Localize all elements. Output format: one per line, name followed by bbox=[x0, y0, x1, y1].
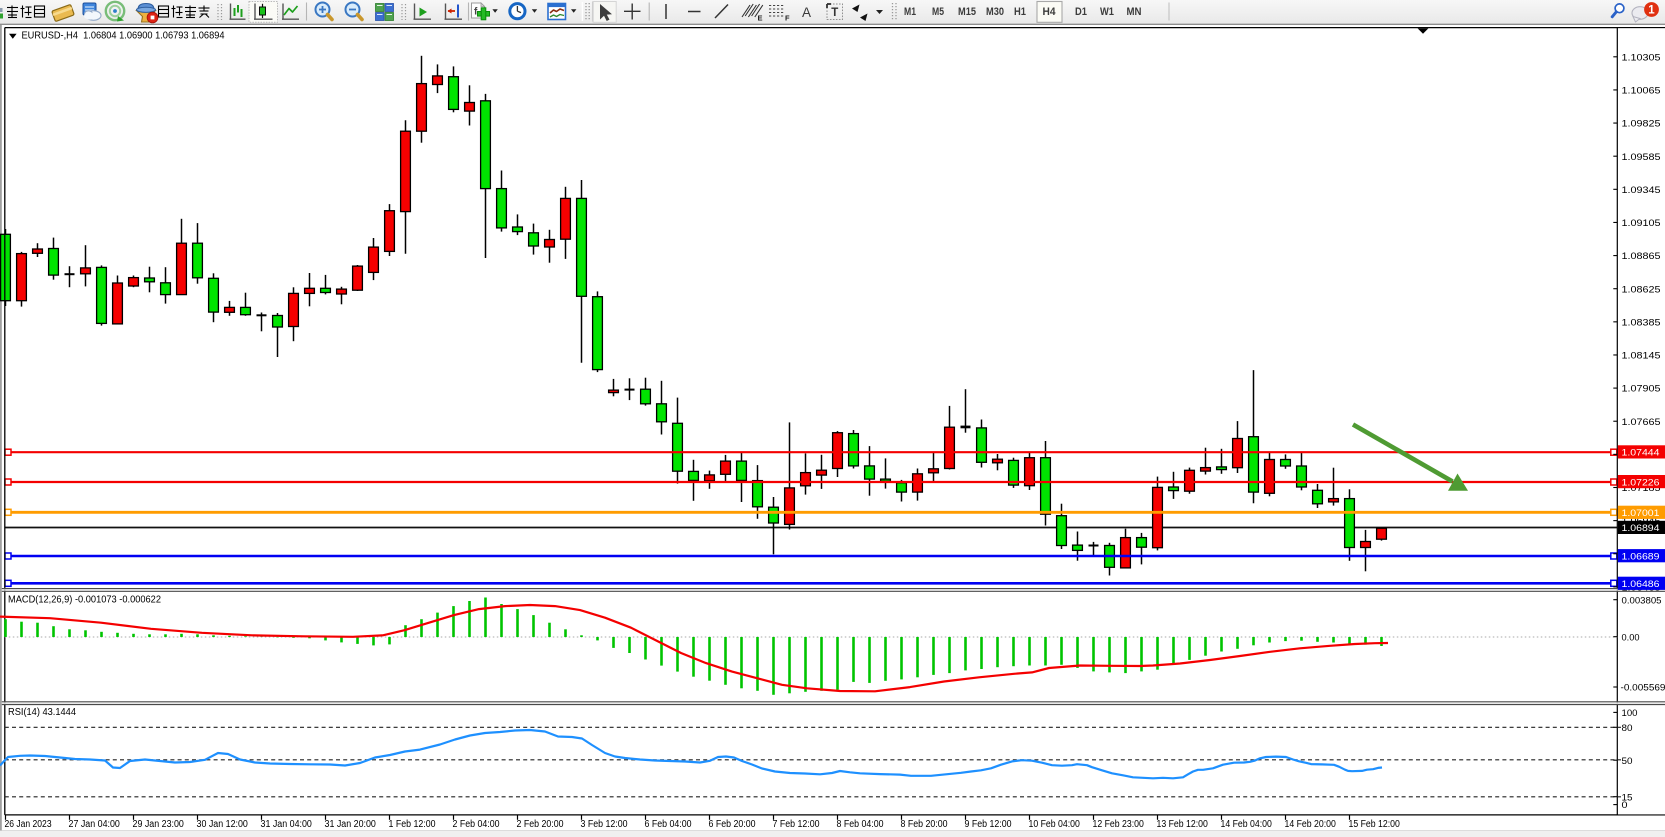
svg-text:-0.005569: -0.005569 bbox=[1621, 683, 1665, 694]
svg-text:E: E bbox=[758, 14, 763, 23]
svg-text:MACD(12,26,9) -0.001073 -0.000: MACD(12,26,9) -0.001073 -0.000622 bbox=[8, 595, 161, 606]
svg-text:7 Feb 12:00: 7 Feb 12:00 bbox=[773, 819, 820, 830]
svg-text:D1: D1 bbox=[1075, 6, 1087, 18]
svg-text:12 Feb 23:00: 12 Feb 23:00 bbox=[1093, 819, 1145, 830]
svg-text:6 Feb 20:00: 6 Feb 20:00 bbox=[709, 819, 756, 830]
svg-text:100: 100 bbox=[1622, 708, 1638, 719]
svg-text:27 Jan 04:00: 27 Jan 04:00 bbox=[69, 819, 121, 830]
svg-text:1.07905: 1.07905 bbox=[1622, 384, 1661, 395]
svg-text:0.00: 0.00 bbox=[1622, 632, 1640, 643]
svg-text:8 Feb 20:00: 8 Feb 20:00 bbox=[901, 819, 948, 830]
svg-text:31 Jan 04:00: 31 Jan 04:00 bbox=[261, 819, 313, 830]
svg-text:1.07665: 1.07665 bbox=[1622, 417, 1661, 428]
svg-text:1.06689: 1.06689 bbox=[1622, 551, 1660, 562]
svg-text:1.07001: 1.07001 bbox=[1622, 508, 1660, 519]
svg-text:H4: H4 bbox=[1043, 6, 1056, 18]
svg-text:1.09105: 1.09105 bbox=[1622, 218, 1661, 229]
svg-text:M30: M30 bbox=[986, 6, 1004, 18]
svg-text:31 Jan 20:00: 31 Jan 20:00 bbox=[325, 819, 377, 830]
svg-text:1.07444: 1.07444 bbox=[1622, 448, 1660, 459]
svg-text:2 Feb 04:00: 2 Feb 04:00 bbox=[453, 819, 500, 830]
svg-text:8 Feb 04:00: 8 Feb 04:00 bbox=[837, 819, 884, 830]
svg-text:3 Feb 12:00: 3 Feb 12:00 bbox=[581, 819, 628, 830]
svg-text:15: 15 bbox=[1622, 792, 1633, 803]
svg-text:2 Feb 20:00: 2 Feb 20:00 bbox=[517, 819, 564, 830]
svg-text:1.08385: 1.08385 bbox=[1622, 317, 1661, 328]
svg-text:50: 50 bbox=[1622, 756, 1633, 767]
svg-text:RSI(14) 43.1444: RSI(14) 43.1444 bbox=[8, 707, 76, 718]
svg-text:15 Feb 12:00: 15 Feb 12:00 bbox=[1349, 819, 1401, 830]
svg-text:W1: W1 bbox=[1100, 6, 1114, 18]
svg-text:F: F bbox=[785, 14, 790, 23]
svg-text:f: f bbox=[474, 7, 478, 18]
svg-text:1.09345: 1.09345 bbox=[1622, 185, 1661, 196]
svg-text:1 Feb 12:00: 1 Feb 12:00 bbox=[389, 819, 436, 830]
svg-text:EURUSD-,H4 1.06804 1.06900 1.: EURUSD-,H4 1.06804 1.06900 1.06793 1.068… bbox=[22, 31, 225, 42]
svg-text:13 Feb 12:00: 13 Feb 12:00 bbox=[1157, 819, 1209, 830]
svg-text:1.07185: 1.07185 bbox=[1622, 483, 1661, 494]
svg-text:80: 80 bbox=[1622, 723, 1633, 734]
svg-text:10 Feb 04:00: 10 Feb 04:00 bbox=[1029, 819, 1081, 830]
svg-text:H1: H1 bbox=[1014, 6, 1026, 18]
svg-text:A: A bbox=[802, 5, 811, 20]
svg-text:6 Feb 04:00: 6 Feb 04:00 bbox=[645, 819, 692, 830]
svg-text:1.10065: 1.10065 bbox=[1622, 86, 1661, 97]
svg-text:1.07226: 1.07226 bbox=[1622, 477, 1660, 488]
svg-text:26 Jan 2023: 26 Jan 2023 bbox=[5, 819, 52, 830]
svg-text:14 Feb 20:00: 14 Feb 20:00 bbox=[1285, 819, 1337, 830]
svg-text:T: T bbox=[831, 7, 838, 19]
svg-text:30 Jan 12:00: 30 Jan 12:00 bbox=[197, 819, 249, 830]
svg-text:14 Feb 04:00: 14 Feb 04:00 bbox=[1221, 819, 1273, 830]
svg-text:1.08865: 1.08865 bbox=[1622, 251, 1661, 262]
svg-text:M1: M1 bbox=[904, 6, 916, 18]
svg-text:29 Jan 23:00: 29 Jan 23:00 bbox=[133, 819, 185, 830]
svg-text:1: 1 bbox=[1648, 5, 1655, 17]
svg-text:1.06894: 1.06894 bbox=[1622, 523, 1660, 534]
svg-text:0: 0 bbox=[1622, 800, 1628, 811]
svg-text:0.003805: 0.003805 bbox=[1622, 595, 1662, 606]
svg-text:1.10305: 1.10305 bbox=[1622, 52, 1661, 63]
svg-text:M5: M5 bbox=[932, 6, 944, 18]
svg-text:1.09585: 1.09585 bbox=[1622, 152, 1661, 163]
svg-text:1.08145: 1.08145 bbox=[1622, 351, 1661, 362]
svg-text:MN: MN bbox=[1127, 6, 1142, 18]
svg-text:1.06486: 1.06486 bbox=[1622, 579, 1660, 590]
svg-text:1.08625: 1.08625 bbox=[1622, 284, 1661, 295]
svg-text:1.09825: 1.09825 bbox=[1622, 119, 1661, 130]
svg-text:M15: M15 bbox=[958, 6, 976, 18]
svg-text:9 Feb 12:00: 9 Feb 12:00 bbox=[965, 819, 1012, 830]
